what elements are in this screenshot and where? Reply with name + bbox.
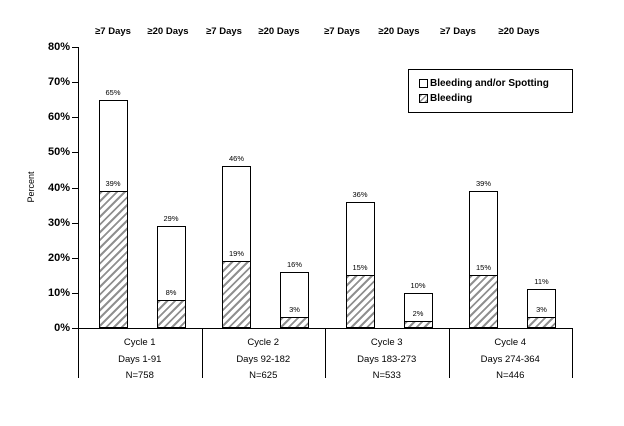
group-n-label: N=446 (496, 370, 525, 381)
bar-total-value-label: 11% (534, 277, 549, 287)
bar-total-value-label: 39% (475, 179, 491, 188)
bar-bleeding-cycle3-ge7days (345, 275, 375, 328)
y-axis-tick-label: 70% (47, 76, 70, 89)
bar-total-value-label: 65% (105, 87, 121, 97)
group-days-label: Days 92-182 (236, 354, 291, 365)
bar-bleeding-cycle2-ge7days (222, 261, 251, 328)
group-separator (572, 328, 573, 378)
bar-bleeding-value-label: 39% (105, 179, 121, 188)
y-axis-tick-label: 50% (47, 146, 70, 159)
group-n-label: N=533 (372, 370, 401, 381)
bar-bleeding-cycle1-ge20days (156, 299, 186, 328)
hatched-square-swatch-icon (419, 94, 428, 103)
y-axis-tick (72, 187, 79, 189)
y-axis-tick-label: 10% (47, 286, 70, 299)
bar-header-label: ≥20 Days (147, 26, 189, 37)
bar-header-label: ≥7 Days (440, 26, 476, 37)
y-axis-tick-label: 40% (47, 181, 70, 194)
bar-bleeding-value-label: 19% (228, 249, 244, 259)
bar-header-label: ≥20 Days (258, 26, 300, 37)
bar-bleeding-cycle4-ge7days (469, 275, 498, 328)
bar-bleeding-cycle4-ge20days (527, 317, 556, 328)
group-days-label: Days 183-273 (357, 354, 417, 365)
group-n-label: N=625 (249, 370, 278, 381)
bar-header-label: ≥20 Days (378, 26, 420, 37)
bar-header-label: ≥7 Days (95, 26, 131, 37)
bar-bleeding-cycle2-ge20days (280, 317, 309, 328)
y-axis-tick (72, 117, 79, 119)
bar-header-label: ≥7 Days (324, 26, 360, 37)
bar-bleeding-cycle1-ge7days (98, 191, 128, 328)
y-axis-tick-label: 30% (47, 216, 70, 229)
legend-label: Bleeding and/or Spotting (430, 78, 549, 89)
y-axis-tick (72, 82, 79, 84)
bar-total-value-label: 10% (410, 280, 426, 290)
y-axis-tick (72, 328, 79, 329)
y-axis-tick-label: 60% (47, 111, 70, 124)
bar-total-value-label: 36% (352, 189, 368, 199)
bar-bleeding-value-label: 15% (352, 263, 368, 273)
group-days-label: Days 274-364 (480, 354, 540, 365)
bar-bleeding-value-label: 15% (475, 263, 491, 273)
y-axis-tick (72, 257, 79, 259)
y-axis-tick-label: 80% (47, 41, 70, 53)
legend-item-bleeding-and-or-spotting: Bleeding and/or Spotting (419, 78, 572, 89)
bar-bleeding-value-label: 3% (536, 305, 547, 315)
bar-header-label: ≥7 Days (206, 26, 242, 37)
bar-total-value-label: 46% (228, 154, 244, 164)
bar-total-value-label: 29% (163, 214, 179, 224)
group-separator (448, 328, 450, 378)
group-cycle-label: Cycle 4 (494, 337, 527, 348)
group-cycle-label: Cycle 2 (247, 337, 280, 348)
bar-bleeding-value-label: 3% (289, 305, 300, 315)
bar-header-label: ≥20 Days (498, 26, 540, 37)
white-square-swatch-icon (419, 79, 428, 88)
y-axis-tick (72, 292, 79, 294)
group-separator (325, 328, 326, 378)
group-days-label: Days 1-91 (118, 354, 162, 365)
y-axis-tick (72, 47, 79, 48)
group-cycle-label: Cycle 1 (123, 337, 156, 348)
group-separator (201, 328, 203, 378)
group-cycle-label: Cycle 3 (370, 337, 403, 348)
bar-bleeding-value-label: 8% (165, 287, 177, 297)
group-n-label: N=758 (125, 370, 154, 381)
y-axis-tick-label: 0% (54, 322, 70, 334)
group-separator (78, 328, 79, 378)
bar-bleeding-value-label: 2% (412, 308, 424, 318)
y-axis-tick (72, 222, 79, 224)
legend-item-bleeding: Bleeding (419, 93, 572, 104)
y-axis-tick (72, 152, 79, 154)
bar-total-value-label: 16% (286, 259, 302, 269)
y-axis-tick-label: 20% (47, 251, 70, 264)
legend-label: Bleeding (430, 93, 473, 104)
bar-bleeding-cycle3-ge20days (403, 320, 433, 328)
legend: Bleeding and/or Spotting Bleeding (408, 69, 573, 113)
